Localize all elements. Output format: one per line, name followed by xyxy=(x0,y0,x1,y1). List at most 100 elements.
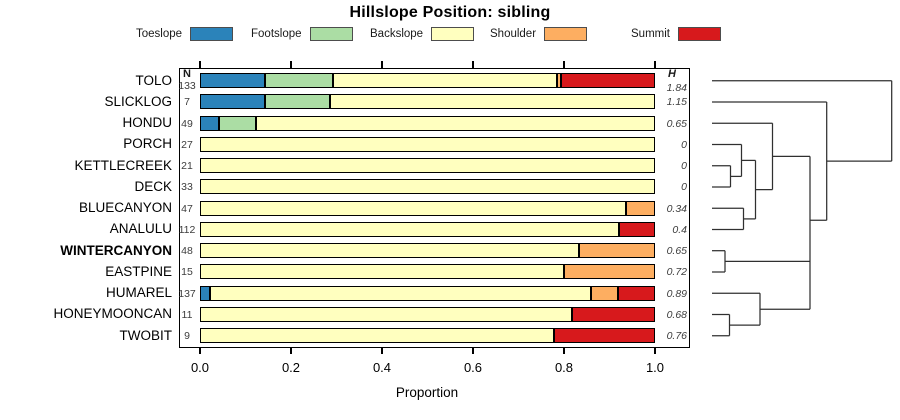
n-value: 49 xyxy=(181,117,193,130)
legend-label: Summit xyxy=(631,27,670,40)
legend-item-shoulder: Shoulder xyxy=(490,26,588,41)
row-label-eastpine: EASTPINE xyxy=(105,263,172,279)
legend-item-toeslope: Toeslope xyxy=(136,26,234,41)
x-tick-label: 0.4 xyxy=(372,360,392,375)
n-value: 47 xyxy=(181,202,193,215)
n-value: 112 xyxy=(178,223,196,236)
x-tick-top xyxy=(563,61,565,68)
h-value: 0 xyxy=(681,138,687,151)
bar-segment-backslope xyxy=(200,221,619,237)
row-label-tolo: TOLO xyxy=(135,72,172,88)
bar-row-bluecanyon xyxy=(200,200,655,216)
legend-label: Backslope xyxy=(370,27,424,40)
bar-segment-backslope xyxy=(200,328,554,344)
h-value: 0 xyxy=(681,160,687,173)
bar-segment-toeslope xyxy=(200,73,266,89)
x-tick-bottom xyxy=(654,347,656,354)
n-value: 137 xyxy=(178,287,196,300)
row-label-bluecanyon: BLUECANYON xyxy=(78,200,172,216)
h-value: 0.65 xyxy=(666,245,687,258)
bar-segment-backslope xyxy=(200,200,626,216)
bar-segment-shoulder xyxy=(579,243,655,259)
bar-row-porch xyxy=(200,136,655,152)
legend-item-footslope: Footslope xyxy=(251,26,353,41)
x-tick-label: 0.2 xyxy=(281,360,301,375)
h-value: 1.15 xyxy=(666,96,687,109)
bar-segment-footslope xyxy=(218,115,256,131)
row-label-honeymooncan: HONEYMOONCAN xyxy=(53,306,172,322)
x-tick-label: 0.0 xyxy=(190,360,210,375)
h-value: 1.84 xyxy=(666,81,687,94)
h-value: 0.68 xyxy=(666,308,687,321)
bar-row-humarel xyxy=(200,285,655,301)
bar-row-kettlecreek xyxy=(200,158,655,174)
legend-swatch-toeslope xyxy=(190,26,234,41)
row-label-hondu: HONDU xyxy=(122,115,173,131)
n-value: 7 xyxy=(184,96,190,109)
h-value: 0.4 xyxy=(672,223,687,236)
bar-segment-shoulder xyxy=(591,285,618,301)
legend-label: Toeslope xyxy=(136,27,183,40)
n-value: 27 xyxy=(181,138,193,151)
bar-segment-shoulder xyxy=(557,73,561,89)
bar-segment-shoulder xyxy=(625,200,655,216)
legend: Toeslope Footslope Backslope Shoulder Summit xyxy=(0,0,900,46)
bar-row-twobit xyxy=(200,328,655,344)
x-tick-label: 0.6 xyxy=(463,360,483,375)
x-tick-top xyxy=(654,61,656,68)
legend-label: Footslope xyxy=(251,27,302,40)
bar-row-eastpine xyxy=(200,264,655,280)
bar-segment-backslope xyxy=(200,136,655,152)
x-tick-bottom xyxy=(563,347,565,354)
x-tick-top xyxy=(472,61,474,68)
n-value: 133 xyxy=(178,79,196,92)
bar-segment-backslope xyxy=(200,158,655,174)
x-tick-label: 1.0 xyxy=(645,360,665,375)
bar-segment-backslope xyxy=(200,264,564,280)
n-value: 9 xyxy=(184,330,190,343)
legend-item-summit: Summit xyxy=(631,26,721,41)
h-value: 0.72 xyxy=(666,266,687,279)
row-label-slicklog: SLICKLOG xyxy=(104,93,172,109)
bar-segment-toeslope xyxy=(200,94,266,110)
x-tick-bottom xyxy=(199,347,201,354)
x-tick-top xyxy=(199,61,201,68)
plot-panel xyxy=(179,67,690,348)
row-label-porch: PORCH xyxy=(123,136,172,152)
bar-segment-summit xyxy=(618,221,655,237)
legend-swatch-footslope xyxy=(309,26,353,41)
bar-segment-summit xyxy=(617,285,655,301)
n-column-header: N xyxy=(183,68,191,80)
bar-segment-backslope xyxy=(200,243,579,259)
legend-swatch-backslope xyxy=(431,26,475,41)
row-label-twobit: TWOBIT xyxy=(119,327,173,343)
bar-segment-footslope xyxy=(265,73,334,89)
row-label-wintercanyon: WINTERCANYON xyxy=(60,242,172,258)
x-axis-title: Proportion xyxy=(395,385,459,400)
bar-row-slicklog xyxy=(200,94,655,110)
legend-label: Shoulder xyxy=(490,27,537,40)
h-value: 0.89 xyxy=(666,287,687,300)
n-value: 11 xyxy=(181,308,193,321)
bar-segment-backslope xyxy=(333,73,558,89)
x-tick-bottom xyxy=(381,347,383,354)
legend-item-backslope: Backslope xyxy=(370,26,475,41)
bar-segment-backslope xyxy=(200,179,655,195)
chart-title: Hillslope Position: sibling xyxy=(349,4,551,21)
x-tick-bottom xyxy=(472,347,474,354)
bar-segment-shoulder xyxy=(564,264,655,280)
h-value: 0.34 xyxy=(666,202,687,215)
x-tick-bottom xyxy=(290,347,292,354)
bar-segment-toeslope xyxy=(200,285,210,301)
n-value: 15 xyxy=(181,266,193,279)
bar-row-wintercanyon xyxy=(200,243,655,259)
bar-row-analulu xyxy=(200,221,655,237)
bar-row-deck xyxy=(200,179,655,195)
bar-segment-summit xyxy=(553,328,655,344)
h-value: 0 xyxy=(681,181,687,194)
x-tick-top xyxy=(381,61,383,68)
